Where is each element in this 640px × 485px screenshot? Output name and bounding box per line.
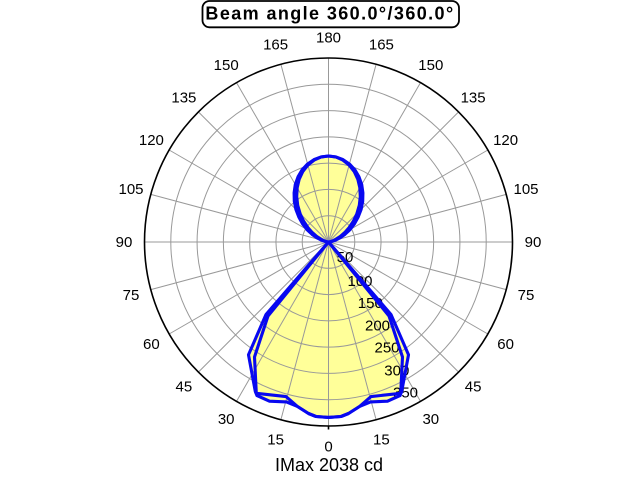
svg-text:250: 250 — [374, 339, 399, 356]
svg-text:75: 75 — [123, 287, 140, 304]
svg-text:120: 120 — [493, 132, 518, 149]
svg-text:180: 180 — [316, 30, 341, 47]
svg-text:45: 45 — [176, 379, 193, 396]
svg-text:50: 50 — [337, 249, 354, 266]
svg-text:30: 30 — [218, 411, 235, 428]
svg-text:90: 90 — [525, 234, 542, 251]
svg-text:15: 15 — [373, 432, 390, 449]
svg-text:0: 0 — [324, 439, 332, 456]
svg-text:135: 135 — [171, 89, 196, 106]
svg-text:200: 200 — [365, 317, 390, 334]
svg-text:150: 150 — [214, 57, 239, 74]
svg-text:15: 15 — [267, 432, 284, 449]
svg-text:IMax 2038 cd: IMax 2038 cd — [275, 455, 383, 475]
svg-text:75: 75 — [518, 287, 535, 304]
svg-text:60: 60 — [497, 336, 514, 353]
svg-text:Beam angle 360.0°/360.0°: Beam angle 360.0°/360.0° — [205, 3, 454, 23]
svg-text:135: 135 — [461, 89, 486, 106]
svg-text:165: 165 — [369, 37, 394, 54]
svg-text:45: 45 — [465, 379, 482, 396]
svg-text:165: 165 — [263, 37, 288, 54]
svg-text:105: 105 — [513, 181, 538, 198]
svg-text:120: 120 — [139, 132, 164, 149]
svg-text:60: 60 — [143, 336, 160, 353]
svg-text:105: 105 — [118, 181, 143, 198]
svg-text:90: 90 — [116, 234, 133, 251]
svg-text:30: 30 — [422, 411, 439, 428]
svg-text:150: 150 — [418, 57, 443, 74]
